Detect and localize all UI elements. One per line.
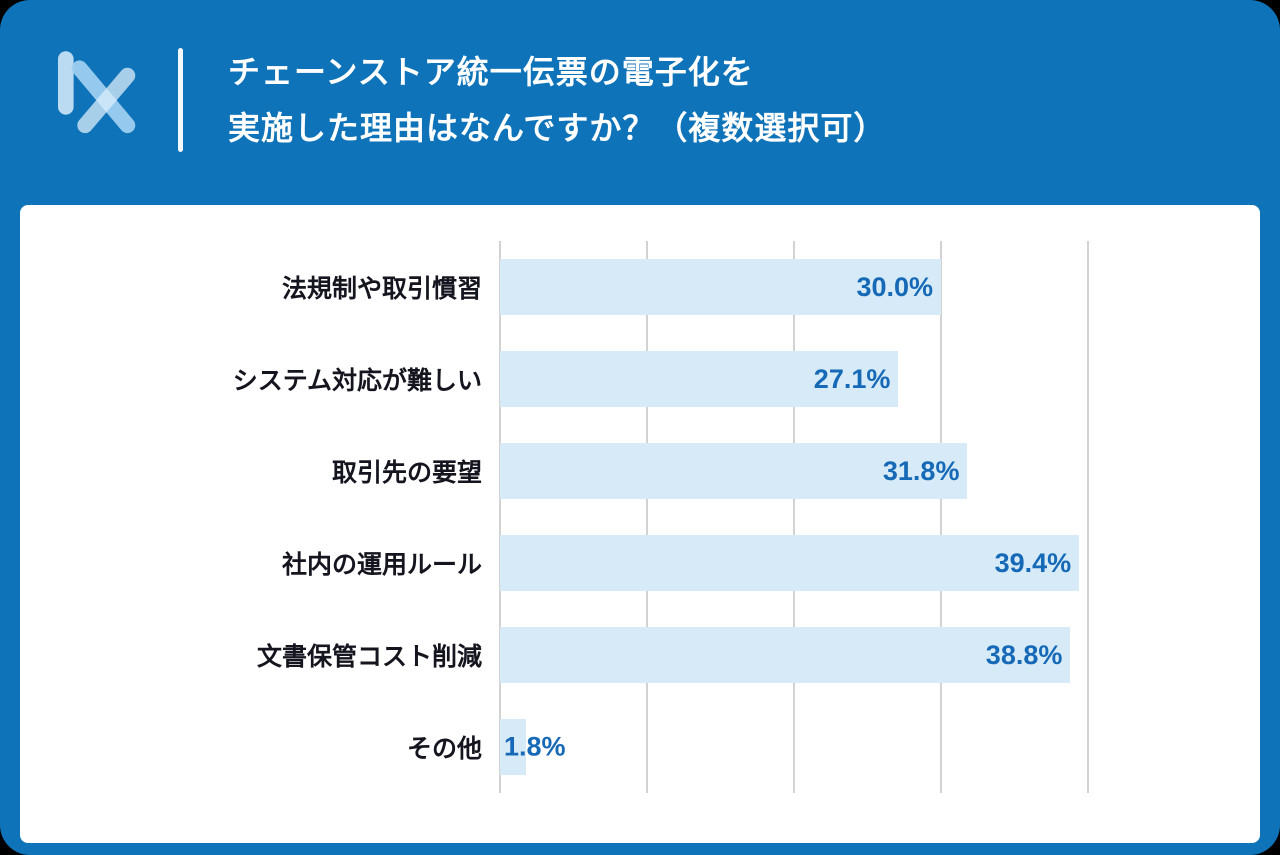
chart-card: 法規制や取引慣習 30.0% システム対応が難しい 27.1% 取引先の要望 31.8% 社… [20, 205, 1260, 843]
gridlines [499, 241, 1089, 793]
category-label: その他 [406, 735, 482, 763]
value-label: 30.0% [856, 271, 933, 302]
bar-chart: 法規制や取引慣習 30.0% システム対応が難しい 27.1% 取引先の要望 31.8% 社… [233, 241, 1089, 793]
bar: 30.0% [500, 259, 941, 315]
chart-row: 社内の運用ルール 39.4% [282, 517, 1088, 609]
title-line-1: チェーンストア統一伝票の電子化を [228, 54, 754, 90]
category-label: 文書保管コスト削減 [256, 643, 482, 671]
bar: 31.8% [500, 443, 968, 499]
value-label: 39.4% [994, 547, 1072, 578]
header: チェーンストア統一伝票の電子化を 実施した理由はなんですか？（複数選択可） [0, 0, 1280, 205]
bar [500, 719, 527, 775]
title-line-2: 実施した理由はなんですか？（複数選択可） [228, 110, 887, 146]
gridline [1087, 241, 1089, 793]
chart-row: 法規制や取引慣習 30.0% [282, 241, 1088, 333]
category-label: 取引先の要望 [331, 459, 482, 487]
category-label: 社内の運用ルール [281, 551, 482, 579]
page-title: チェーンストア統一伝票の電子化を 実施した理由はなんですか？（複数選択可） [228, 44, 886, 156]
bar: 38.8% [500, 627, 1071, 683]
bar: 27.1% [500, 351, 899, 407]
chart-row: 文書保管コスト削減 38.8% [257, 609, 1088, 701]
header-divider [178, 48, 183, 152]
bar: 39.4% [500, 535, 1080, 591]
chart-rows: 法規制や取引慣習 30.0% システム対応が難しい 27.1% 取引先の要望 31.8% 社… [233, 241, 1088, 793]
gridline [499, 241, 501, 793]
chart-row: その他 1.8% [407, 701, 1088, 793]
value-label: 27.1% [813, 363, 891, 394]
value-label: 38.8% [985, 639, 1063, 670]
chart-row: システム対応が難しい 27.1% [233, 333, 1088, 425]
gridline [793, 241, 795, 793]
category-label: 法規制や取引慣習 [281, 275, 482, 303]
value-label: 31.8% [882, 455, 960, 486]
value-label: 1.8% [504, 731, 566, 762]
brand-logo-icon [52, 46, 144, 142]
gridline [940, 241, 942, 793]
category-label: システム対応が難しい [232, 367, 482, 395]
gridline [646, 241, 648, 793]
chart-row: 取引先の要望 31.8% [332, 425, 1088, 517]
